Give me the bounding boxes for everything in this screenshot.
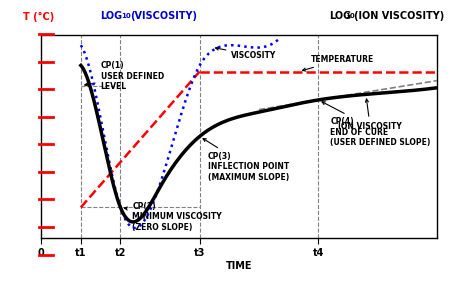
Text: CP(3)
INFLECTION POINT
(MAXIMUM SLOPE): CP(3) INFLECTION POINT (MAXIMUM SLOPE) <box>203 138 289 182</box>
Text: CP(2)
MINIMUM VISCOSITY
(ZERO SLOPE): CP(2) MINIMUM VISCOSITY (ZERO SLOPE) <box>124 202 222 232</box>
Text: CP(4)
END OF CURE
(USER DEFINED SLOPE): CP(4) END OF CURE (USER DEFINED SLOPE) <box>322 102 430 147</box>
Text: (ION VISCOSITY): (ION VISCOSITY) <box>354 11 444 21</box>
Text: LOG: LOG <box>329 11 351 21</box>
X-axis label: TIME: TIME <box>226 261 252 271</box>
Text: (VISCOSITY): (VISCOSITY) <box>130 11 197 21</box>
Text: 10: 10 <box>121 13 131 19</box>
Text: 10: 10 <box>345 13 355 19</box>
Text: T (°C): T (°C) <box>23 11 54 21</box>
Text: LOG: LOG <box>101 11 122 21</box>
Text: CP(1)
USER DEFINED
LEVEL: CP(1) USER DEFINED LEVEL <box>85 61 164 91</box>
Text: ION VISCOSITY: ION VISCOSITY <box>338 99 402 131</box>
Text: TEMPERATURE: TEMPERATURE <box>303 55 374 71</box>
Text: VISCOSITY: VISCOSITY <box>215 47 276 60</box>
